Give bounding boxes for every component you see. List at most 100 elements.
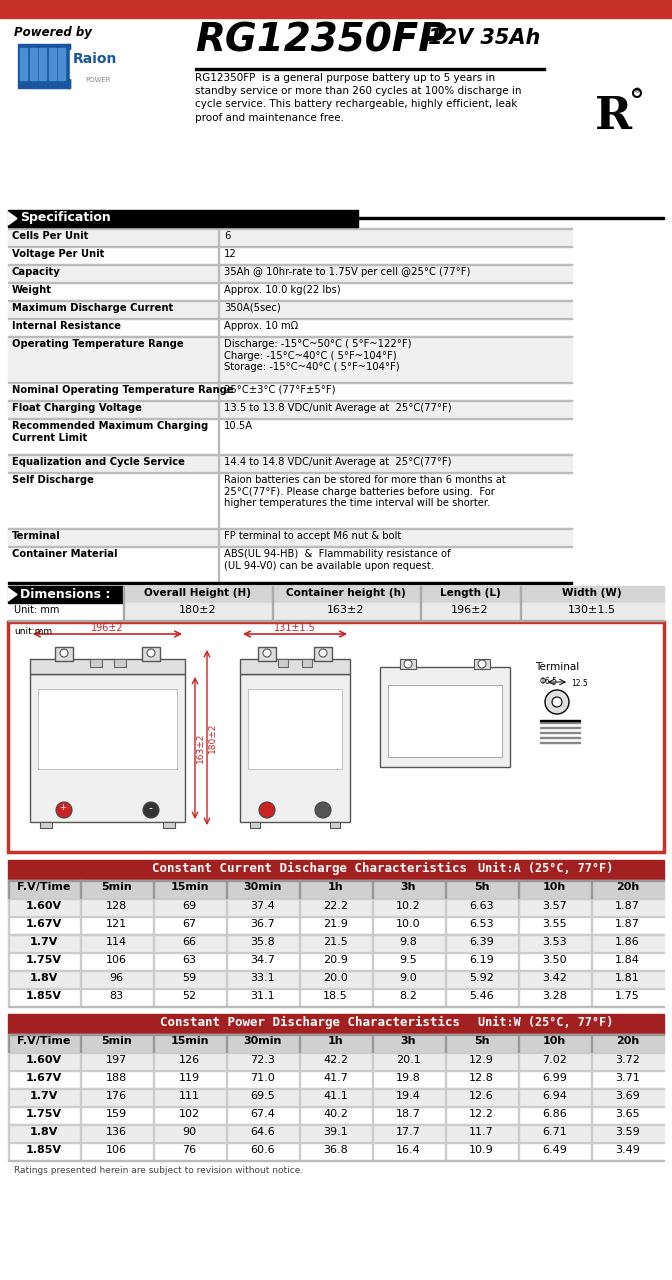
- Text: 1.75V: 1.75V: [26, 955, 62, 965]
- Text: Overall Height (H): Overall Height (H): [144, 588, 251, 598]
- Text: Dimensions :: Dimensions :: [20, 588, 110, 600]
- Text: 126: 126: [179, 1055, 200, 1065]
- Text: 5.46: 5.46: [469, 991, 494, 1001]
- Text: 67: 67: [182, 919, 197, 929]
- Text: 128: 128: [106, 901, 127, 911]
- Bar: [8, 300, 572, 317]
- Text: 136: 136: [106, 1126, 127, 1137]
- Text: Specification: Specification: [20, 211, 111, 224]
- Text: 3.59: 3.59: [615, 1126, 640, 1137]
- Text: 1.85V: 1.85V: [26, 991, 62, 1001]
- Bar: [8, 899, 664, 916]
- Text: 6.86: 6.86: [542, 1108, 567, 1119]
- Text: Internal Resistance: Internal Resistance: [12, 321, 121, 332]
- Text: Discharge: -15°C~50°C ( 5°F~122°F)
Charge: -15°C~40°C ( 5°F~104°F)
Storage: -15°: Discharge: -15°C~50°C ( 5°F~122°F) Charg…: [224, 339, 411, 372]
- Bar: [226, 1034, 299, 1052]
- Bar: [123, 586, 124, 603]
- Text: 1.75: 1.75: [615, 991, 640, 1001]
- Bar: [80, 1034, 153, 1052]
- Text: 1.84: 1.84: [615, 955, 640, 965]
- Text: 42.2: 42.2: [323, 1055, 348, 1065]
- Bar: [8, 1052, 664, 1070]
- Bar: [226, 881, 299, 899]
- Bar: [330, 822, 340, 828]
- Text: 130±1.5: 130±1.5: [568, 605, 616, 614]
- Bar: [8, 582, 572, 584]
- Text: 1.60V: 1.60V: [26, 901, 62, 911]
- Text: 20h: 20h: [616, 882, 639, 892]
- Text: 5h: 5h: [474, 882, 489, 892]
- Text: RG12350FP  is a general purpose battery up to 5 years in
standby service or more: RG12350FP is a general purpose battery u…: [195, 73, 521, 123]
- Text: 1.87: 1.87: [615, 919, 640, 929]
- Text: 12.2: 12.2: [469, 1108, 494, 1119]
- Text: Raion: Raion: [73, 52, 118, 67]
- Circle shape: [60, 649, 68, 657]
- Text: 102: 102: [179, 1108, 200, 1119]
- Bar: [372, 881, 445, 899]
- Bar: [123, 586, 272, 603]
- Bar: [8, 1142, 664, 1160]
- Bar: [591, 1034, 664, 1052]
- Bar: [591, 881, 664, 899]
- Text: 96: 96: [110, 973, 124, 983]
- Text: 1.8V: 1.8V: [30, 1126, 58, 1137]
- Text: 3.72: 3.72: [615, 1055, 640, 1065]
- Text: 12.8: 12.8: [469, 1073, 494, 1083]
- Text: Recommended Maximum Charging
Current Limit: Recommended Maximum Charging Current Lim…: [12, 421, 208, 443]
- Text: 8.2: 8.2: [400, 991, 417, 1001]
- Bar: [520, 603, 521, 620]
- Circle shape: [263, 649, 271, 657]
- Bar: [272, 586, 420, 603]
- Text: 1.7V: 1.7V: [30, 1091, 58, 1101]
- Text: 18.7: 18.7: [396, 1108, 421, 1119]
- Text: 6.71: 6.71: [542, 1126, 567, 1137]
- Text: 90: 90: [182, 1126, 197, 1137]
- Bar: [8, 246, 572, 264]
- Bar: [358, 218, 664, 219]
- Bar: [420, 603, 421, 620]
- Text: 111: 111: [179, 1091, 200, 1101]
- Text: 10.2: 10.2: [396, 901, 421, 911]
- Text: +: +: [60, 804, 67, 813]
- Circle shape: [545, 690, 569, 714]
- Text: 1.7V: 1.7V: [30, 937, 58, 947]
- Text: 6.39: 6.39: [469, 937, 494, 947]
- Bar: [80, 881, 153, 899]
- Bar: [218, 317, 219, 335]
- Bar: [520, 603, 664, 620]
- Bar: [420, 586, 421, 603]
- Text: 22.2: 22.2: [323, 901, 348, 911]
- Bar: [248, 689, 342, 769]
- Text: 19.8: 19.8: [396, 1073, 421, 1083]
- Text: 6.19: 6.19: [469, 955, 494, 965]
- Bar: [8, 419, 572, 454]
- Text: Container Material: Container Material: [12, 549, 118, 559]
- Bar: [380, 667, 510, 767]
- Text: 20h: 20h: [616, 1036, 639, 1046]
- Bar: [8, 210, 358, 227]
- Text: 10.5A: 10.5A: [224, 421, 253, 431]
- Bar: [8, 228, 572, 246]
- Text: 114: 114: [106, 937, 127, 947]
- Bar: [153, 1034, 226, 1052]
- Text: 25°C±3°C (77°F±5°F): 25°C±3°C (77°F±5°F): [224, 385, 335, 396]
- Text: 6.94: 6.94: [542, 1091, 567, 1101]
- Text: -: -: [148, 803, 152, 813]
- Text: Nominal Operating Temperature Range: Nominal Operating Temperature Range: [12, 385, 234, 396]
- Text: 1h: 1h: [328, 1036, 343, 1046]
- Text: 106: 106: [106, 1146, 127, 1155]
- Circle shape: [143, 803, 159, 818]
- Text: 36.7: 36.7: [250, 919, 275, 929]
- Text: 1.85V: 1.85V: [26, 1146, 62, 1155]
- Bar: [0, 0, 672, 18]
- Bar: [314, 646, 332, 660]
- Bar: [8, 860, 664, 881]
- Text: 5.92: 5.92: [469, 973, 494, 983]
- Bar: [8, 1088, 664, 1106]
- Bar: [8, 317, 572, 335]
- Bar: [8, 1106, 664, 1124]
- Text: Ratings presented herein are subject to revision without notice.: Ratings presented herein are subject to …: [14, 1166, 303, 1175]
- Text: Powered by: Powered by: [14, 26, 92, 38]
- Text: 21.9: 21.9: [323, 919, 348, 929]
- Bar: [272, 603, 420, 620]
